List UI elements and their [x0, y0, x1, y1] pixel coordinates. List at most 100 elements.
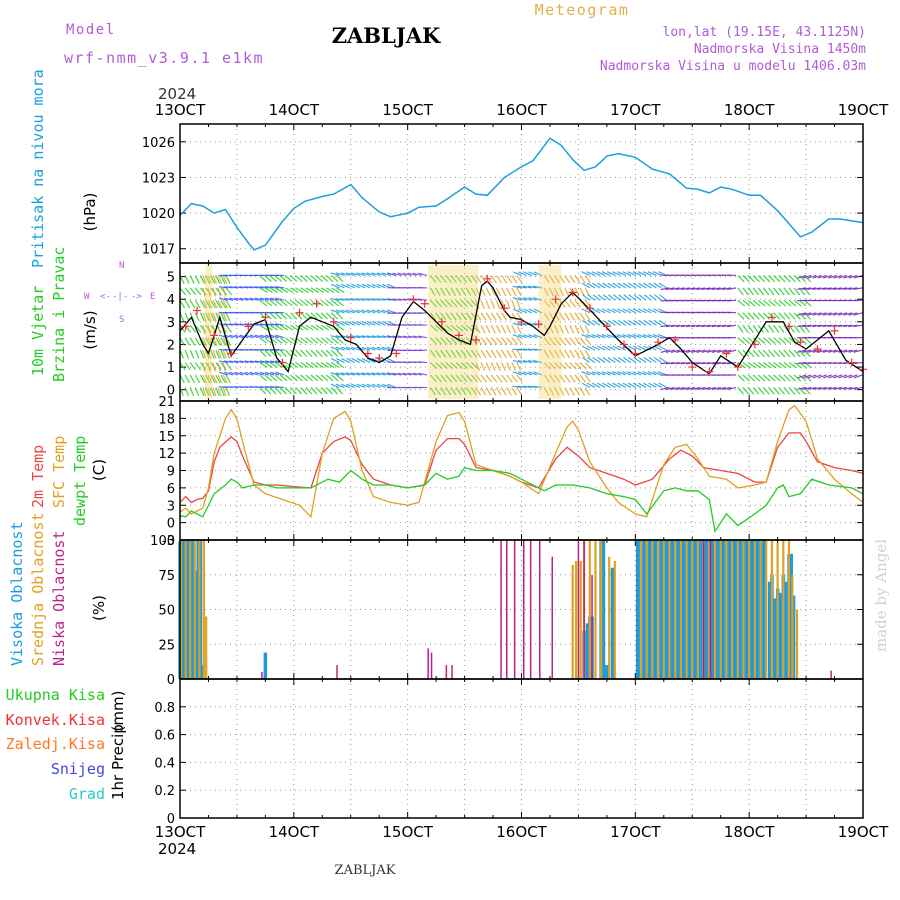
wind-arrow: [351, 346, 361, 351]
wind-arrow: [184, 349, 190, 359]
wind-arrow: [602, 382, 611, 388]
wind-arrow: [225, 300, 232, 309]
wind-arrow: [522, 297, 532, 301]
wind-arrow: [581, 333, 591, 339]
wind-arrow: [376, 372, 386, 376]
wind-arrow: [289, 387, 297, 395]
wind-arrow: [264, 299, 273, 307]
wind-arrow: [300, 374, 308, 382]
wind-arrow: [259, 334, 269, 339]
cloud-bar: [594, 540, 597, 679]
wind-arrow: [460, 299, 468, 308]
wind-arrow: [222, 287, 227, 297]
cloud-bar: [680, 540, 684, 679]
wind-arrow: [652, 371, 662, 376]
wind-arrow: [346, 346, 355, 351]
cloud-bar: [639, 540, 643, 679]
wind-arrow: [371, 383, 381, 388]
wind-arrow: [627, 333, 637, 339]
wind-arrow: [336, 312, 344, 320]
wind-arrow: [224, 297, 234, 301]
wind-arrow: [579, 374, 586, 383]
wind-arrow: [284, 312, 293, 320]
wind-arrow: [628, 319, 637, 326]
wind-arrow: [300, 312, 308, 320]
wind-arrow: [392, 372, 402, 376]
wind-arrow: [495, 300, 501, 309]
wind-arrow: [361, 358, 371, 364]
wind-arrow: [300, 324, 309, 331]
wind-arrow: [485, 387, 492, 396]
wind-arrow: [653, 319, 662, 326]
wind-arrow: [199, 374, 206, 384]
wind-arrow: [335, 298, 345, 301]
wind-arrow: [381, 309, 391, 314]
wind-arrow: [596, 308, 606, 314]
wind-arrow: [485, 337, 493, 346]
wind-arrow: [516, 275, 523, 284]
wind-arrow: [853, 349, 863, 353]
cloud-bar: [194, 570, 198, 679]
model-name: wrf-nmm_v3.9.1 e1km: [64, 49, 264, 67]
wind-arrow: [597, 282, 606, 289]
wind-arrow: [440, 374, 447, 383]
wind-arrow: [617, 319, 626, 326]
wind-arrow: [586, 382, 596, 388]
wind-arrow: [658, 345, 667, 351]
wind-arrow: [315, 374, 324, 382]
wind-arrow: [579, 275, 586, 284]
wind-arrow: [310, 349, 318, 358]
precip-tick-label: 0.6: [154, 729, 175, 744]
wind-arrow: [490, 362, 496, 371]
wind-arrow: [475, 349, 482, 359]
wind-arrow: [184, 287, 192, 296]
wind-arrow: [797, 386, 807, 390]
wind-arrow: [574, 362, 582, 370]
wind-arrow: [592, 356, 601, 364]
wind-arrow: [638, 294, 647, 301]
wind-arrow: [225, 287, 233, 296]
wind-arrow: [376, 383, 386, 388]
wind-arrow: [517, 359, 527, 364]
wind-arrow: [793, 324, 800, 333]
wind-arrow: [475, 374, 482, 383]
wind-arrow: [843, 349, 853, 353]
wind-arrow: [429, 374, 437, 383]
wind-arrow: [239, 334, 249, 339]
wind-arrow: [239, 360, 249, 364]
wind-arrow: [450, 362, 458, 370]
wind-arrow: [429, 287, 436, 296]
wind-arrow: [249, 297, 259, 301]
wind-arrow: [387, 372, 397, 376]
wind-arrow: [742, 387, 750, 395]
wind-arrow: [330, 349, 339, 358]
wind-arrow: [366, 309, 376, 314]
cloud-bar: [608, 556, 611, 679]
wind-arrow: [612, 271, 621, 276]
wind-arrow: [366, 358, 376, 364]
wind-arrow: [270, 286, 280, 289]
wind-gust-point: [722, 349, 731, 358]
t2m-line: [179, 432, 864, 504]
wind-arrow: [215, 300, 222, 309]
cloud-bar: [685, 540, 688, 679]
wind-arrow: [653, 382, 662, 388]
wind-arrow: [310, 312, 318, 320]
wind-arrow: [727, 324, 737, 328]
wind-arrow: [284, 324, 294, 331]
cloud-bar: [659, 540, 664, 679]
wind-arrow: [752, 324, 759, 333]
wind-arrow: [747, 299, 756, 307]
wind-arrow: [223, 360, 234, 364]
wind-arrow: [516, 337, 524, 346]
wind-arrow: [727, 287, 737, 291]
wind-arrow: [465, 275, 473, 283]
wind-arrow: [637, 333, 647, 339]
wind-tick-label: 0: [167, 384, 175, 399]
wind-arrow: [637, 271, 647, 276]
wind-arrow: [356, 372, 366, 376]
wind-arrow: [581, 382, 591, 388]
wind-arrow: [827, 349, 837, 353]
wind-arrow: [229, 323, 239, 326]
wind-arrow: [249, 371, 259, 376]
